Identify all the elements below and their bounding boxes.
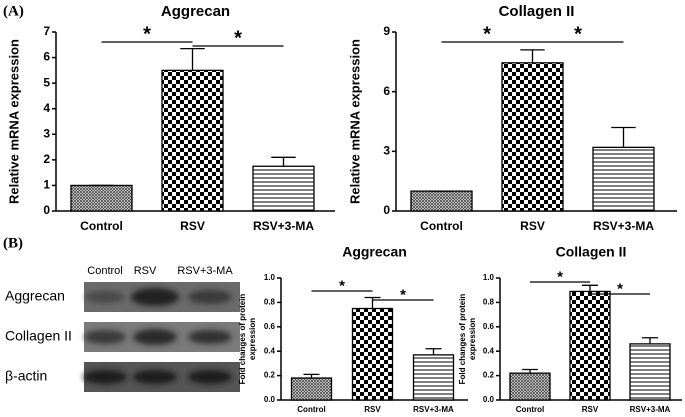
x-tick-label: Control [516, 405, 544, 414]
y-tick-label: 0.6 [264, 322, 276, 331]
blot-column-label: RSV+3-MA [177, 265, 233, 277]
error-bar [271, 156, 296, 167]
error-bar [522, 368, 538, 374]
y-tick-label: 0 [383, 203, 390, 217]
significance-label: * [234, 27, 242, 49]
bar [161, 69, 224, 212]
bar [592, 146, 655, 212]
y-tick-label: 0.4 [264, 346, 276, 355]
x-tick-label: Control [297, 405, 325, 414]
significance-label: * [574, 23, 582, 45]
x-tick-label: RSV+3-MA [630, 405, 671, 414]
bar [252, 165, 315, 212]
x-tick-label: RSV [520, 219, 545, 233]
blot-bands [83, 288, 232, 384]
x-tick-label: RSV [364, 405, 381, 414]
chart-title: Collagen II [556, 244, 627, 260]
significance-label: * [339, 277, 345, 294]
blot: Control RSV RSV+3-MA Aggrecan Collagen I… [5, 265, 240, 392]
blot-column-label: Control [87, 265, 122, 277]
bar [412, 354, 455, 401]
y-tick-label: 3 [383, 144, 390, 158]
y-tick-label: 3 [43, 126, 50, 140]
significance-label: * [143, 23, 151, 45]
y-tick-label: 0.4 [483, 346, 495, 355]
x-tick-label: RSV [180, 219, 205, 233]
y-tick-label: 0.0 [264, 395, 276, 404]
y-tick-label: 0.2 [264, 371, 276, 380]
x-tick-label: RSV+3-MA [413, 405, 454, 414]
y-tick-label: 6 [43, 50, 50, 64]
y-tick-label: 7 [43, 24, 50, 38]
error-bar [611, 126, 636, 148]
y-tick-label: 1 [43, 178, 50, 192]
error-bar [520, 49, 545, 63]
error-bar [425, 348, 442, 355]
bar [509, 372, 551, 401]
y-axis-label: Relative mRNA expression [347, 39, 362, 204]
significance-label: * [557, 268, 563, 285]
y-tick-label: 4 [43, 101, 50, 115]
y-tick-label: 6 [383, 84, 390, 98]
bar [410, 190, 473, 212]
panel-label: (B) [3, 235, 23, 251]
y-tick-label: 0 [43, 203, 50, 217]
y-axis-label: expression [468, 318, 477, 360]
x-tick-label: RSV [582, 405, 599, 414]
chart-title: Aggrecan [161, 3, 230, 20]
x-tick-label: RSV+3-MA [253, 219, 314, 233]
blot-column-label: RSV [134, 265, 157, 277]
chart-title: Aggrecan [342, 244, 407, 260]
y-tick-label: 0.6 [483, 322, 495, 331]
x-tick-label: Control [420, 219, 463, 233]
y-tick-label: 9 [383, 24, 390, 38]
chart-title: Collagen II [499, 3, 575, 20]
y-axis-label: expression [248, 318, 257, 360]
bar [569, 290, 611, 401]
panel-label: (A) [3, 3, 24, 19]
significance-label: * [617, 280, 623, 297]
y-tick-label: 1.0 [264, 273, 276, 282]
blot-row-label: Collagen II [5, 328, 72, 344]
bar [629, 343, 671, 401]
bar [501, 62, 564, 212]
y-axis-label: Fold changes of protein [238, 294, 247, 385]
x-tick-label: Control [80, 219, 123, 233]
y-tick-label: 0.2 [483, 371, 495, 380]
y-tick-label: 5 [43, 75, 50, 89]
bar [351, 307, 394, 401]
error-bar [364, 296, 381, 309]
significance-label: * [400, 286, 406, 303]
y-axis-label: Fold changes of protein [458, 294, 467, 385]
y-axis-label: Relative mRNA expression [6, 39, 21, 204]
y-tick-label: 0.8 [483, 298, 495, 307]
blot-row-label: Aggrecan [5, 288, 65, 304]
significance-label: * [483, 23, 491, 45]
y-tick-label: 2 [43, 152, 50, 166]
y-tick-label: 0.8 [264, 298, 276, 307]
error-bar [642, 337, 658, 344]
blot-row-label: β-actin [5, 368, 47, 384]
y-tick-label: 1.0 [483, 273, 495, 282]
bar [290, 377, 333, 401]
error-bar [180, 47, 205, 71]
bar [70, 184, 133, 212]
error-bar [303, 373, 320, 379]
error-bar [582, 284, 598, 292]
y-tick-label: 0.0 [483, 395, 495, 404]
x-tick-label: RSV+3-MA [593, 219, 654, 233]
